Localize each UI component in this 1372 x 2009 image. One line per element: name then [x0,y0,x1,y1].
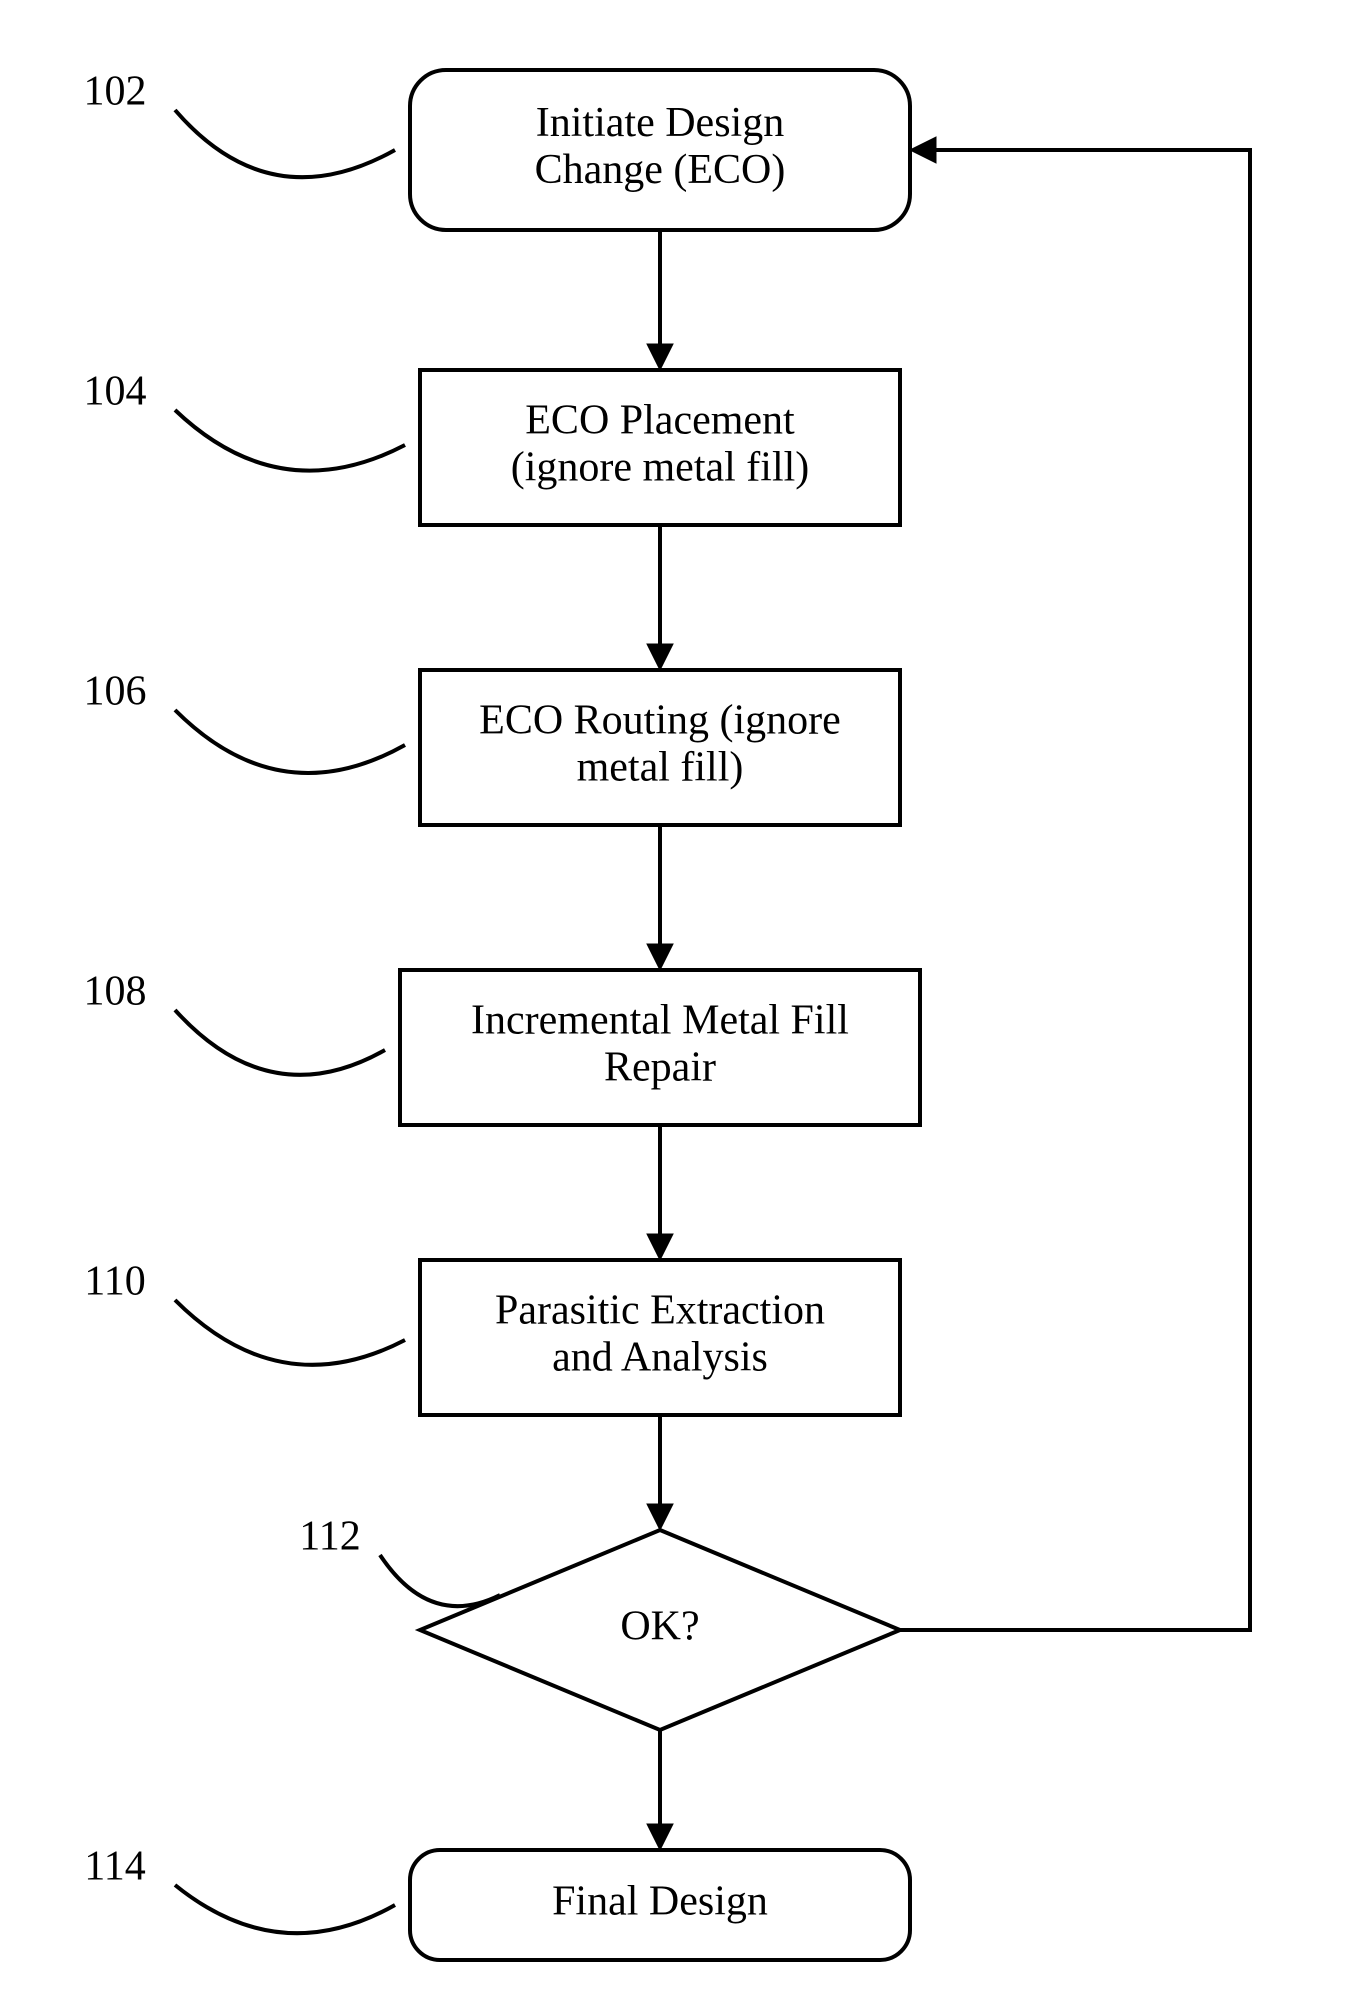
flow-node-n114: Final Design [410,1850,910,1960]
ref-label: 106 [84,669,147,715]
flow-node-n110: Parasitic Extractionand Analysis [420,1260,900,1415]
node-text: Incremental Metal Fill [471,998,849,1044]
node-text: Change (ECO) [535,147,786,193]
flow-node-n104: ECO Placement(ignore metal fill) [420,370,900,525]
node-text: and Analysis [552,1335,768,1381]
node-text: OK? [620,1604,699,1650]
ref-label: 108 [84,969,147,1015]
flow-node-n102: Initiate DesignChange (ECO) [410,70,910,230]
node-text: ECO Placement [525,398,795,444]
flow-node-n108: Incremental Metal FillRepair [400,970,920,1125]
node-text: ECO Routing (ignore [479,698,841,744]
flow-node-n106: ECO Routing (ignoremetal fill) [420,670,900,825]
ref-label: 102 [84,69,147,115]
node-text: Initiate Design [536,100,784,146]
ref-label: 110 [84,1259,145,1305]
ref-label: 104 [84,369,147,415]
node-text: (ignore metal fill) [511,445,810,491]
ref-label: 114 [84,1844,145,1890]
ref-label: 112 [299,1514,360,1560]
node-text: metal fill) [577,745,744,791]
node-text: Parasitic Extraction [495,1288,825,1334]
node-text: Final Design [552,1879,768,1925]
node-text: Repair [604,1045,716,1091]
